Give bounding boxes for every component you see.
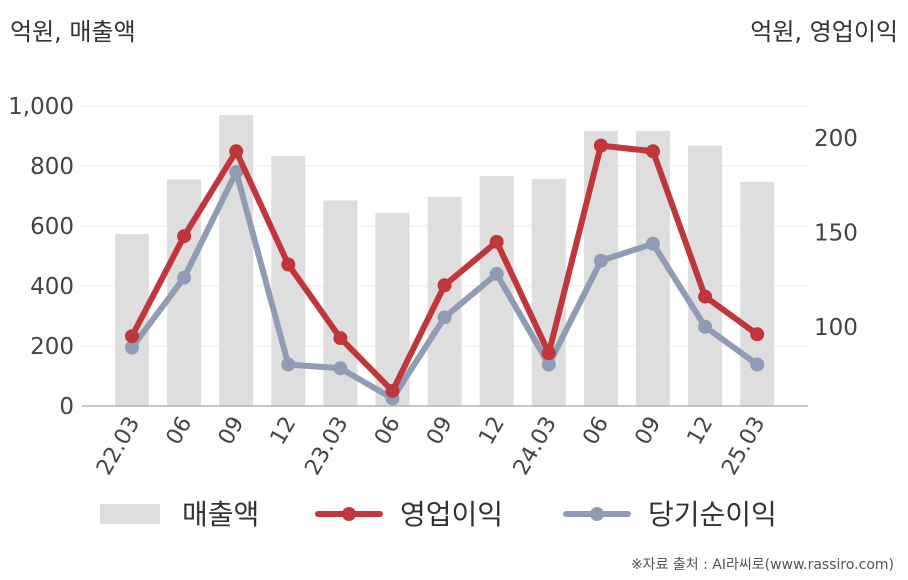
source-note: ※자료 출처 : AI라씨로(www.rassiro.com) — [630, 557, 894, 573]
bar — [531, 178, 566, 406]
bar — [636, 130, 670, 406]
bar — [688, 145, 723, 406]
right-axis-unit: 억원, 영업이익 — [750, 18, 898, 46]
x-tick-label: 23.03 — [300, 413, 353, 480]
x-tick-label: 06 — [578, 413, 614, 450]
data-point — [281, 257, 296, 272]
y-left-tick-label: 400 — [30, 274, 74, 300]
bar — [740, 181, 775, 406]
bar — [583, 130, 618, 406]
x-tick-label: 09 — [631, 413, 667, 450]
x-tick-label: 06 — [370, 413, 406, 450]
x-tick-label: 24.03 — [509, 413, 562, 480]
legend-label: 당기순이익 — [648, 498, 777, 531]
y-left-tick-label: 600 — [30, 214, 74, 240]
y-right-tick-label: 100 — [814, 315, 858, 341]
x-tick-label: 22.03 — [92, 413, 145, 480]
legend-marker — [342, 507, 356, 521]
data-point — [489, 234, 504, 249]
y-left-tick-label: 200 — [30, 334, 74, 360]
x-tick-label: 09 — [214, 413, 250, 450]
x-tick-label: 12 — [474, 413, 510, 450]
bar — [219, 115, 254, 406]
x-tick-label: 25.03 — [717, 413, 770, 480]
data-point — [177, 270, 192, 285]
x-tick-label: 12 — [266, 413, 302, 450]
data-point — [698, 319, 713, 334]
y-left-tick-label: 800 — [30, 154, 74, 180]
x-tick-label: 12 — [683, 413, 719, 450]
data-point — [437, 278, 452, 293]
data-point — [437, 310, 452, 325]
data-point — [229, 165, 244, 180]
data-point — [333, 361, 348, 376]
y-right-tick-label: 200 — [814, 126, 858, 152]
data-point — [489, 266, 504, 281]
data-point — [385, 383, 400, 398]
legend-label: 매출액 — [182, 498, 259, 531]
x-tick-label: 06 — [162, 413, 198, 450]
y-left-tick-label: 0 — [59, 394, 74, 420]
left-axis-unit: 억원, 매출액 — [10, 18, 136, 46]
x-tick-label: 09 — [422, 413, 458, 450]
data-point — [750, 357, 765, 372]
data-point — [541, 346, 556, 361]
data-point — [750, 327, 765, 342]
data-point — [646, 236, 660, 251]
y-right-tick-label: 150 — [814, 220, 858, 246]
y-left-tick-label: 1,000 — [8, 94, 74, 120]
data-point — [125, 329, 139, 344]
data-point — [125, 340, 139, 355]
data-point — [593, 253, 608, 268]
legend-label: 영업이익 — [400, 498, 503, 531]
bar — [427, 196, 462, 406]
bar — [115, 234, 149, 406]
legend-marker — [590, 507, 604, 521]
data-point — [646, 144, 660, 159]
data-point — [541, 357, 556, 372]
data-point — [229, 144, 244, 159]
data-point — [698, 289, 713, 304]
data-point — [281, 357, 296, 372]
data-point — [593, 138, 608, 153]
legend-bar-swatch — [100, 504, 160, 524]
data-point — [333, 331, 348, 346]
data-point — [177, 229, 192, 244]
